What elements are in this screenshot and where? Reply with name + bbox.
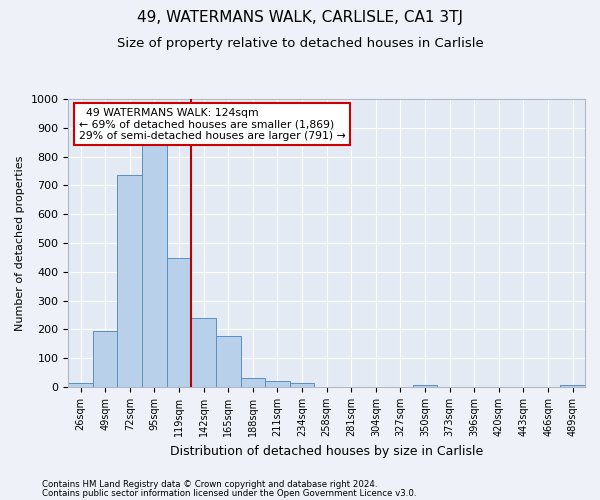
X-axis label: Distribution of detached houses by size in Carlisle: Distribution of detached houses by size … <box>170 444 483 458</box>
Text: 49 WATERMANS WALK: 124sqm
← 69% of detached houses are smaller (1,869)
29% of se: 49 WATERMANS WALK: 124sqm ← 69% of detac… <box>79 108 346 141</box>
Bar <box>560 385 585 387</box>
Text: Contains HM Land Registry data © Crown copyright and database right 2024.: Contains HM Land Registry data © Crown c… <box>42 480 377 489</box>
Bar <box>167 258 191 387</box>
Bar <box>118 176 142 387</box>
Bar <box>191 318 216 387</box>
Bar <box>142 145 167 387</box>
Text: 49, WATERMANS WALK, CARLISLE, CA1 3TJ: 49, WATERMANS WALK, CARLISLE, CA1 3TJ <box>137 10 463 25</box>
Y-axis label: Number of detached properties: Number of detached properties <box>15 156 25 330</box>
Bar <box>265 382 290 387</box>
Bar <box>241 378 265 387</box>
Text: Contains public sector information licensed under the Open Government Licence v3: Contains public sector information licen… <box>42 489 416 498</box>
Bar <box>93 331 118 387</box>
Bar <box>68 384 93 387</box>
Bar <box>216 336 241 387</box>
Text: Size of property relative to detached houses in Carlisle: Size of property relative to detached ho… <box>116 38 484 51</box>
Bar <box>290 384 314 387</box>
Bar <box>413 385 437 387</box>
